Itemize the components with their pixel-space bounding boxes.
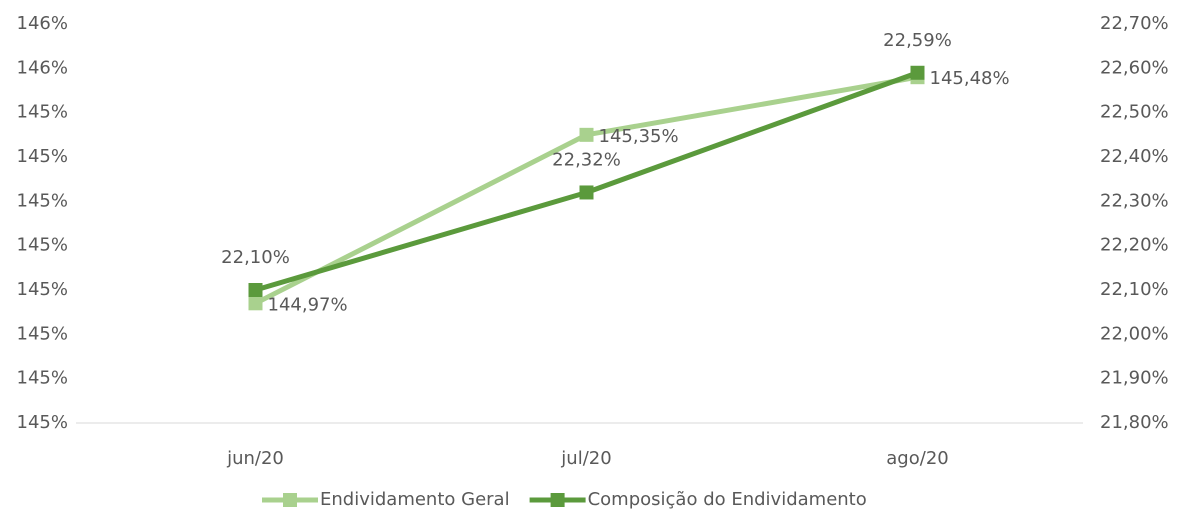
y2-tick-label: 22,70% (1100, 13, 1169, 34)
y-tick-label: 145% (17, 412, 68, 433)
y2-tick-label: 22,00% (1100, 323, 1169, 344)
data-label: 22,10% (221, 247, 290, 268)
y-tick-label: 145% (17, 279, 68, 300)
y2-tick-label: 22,50% (1100, 102, 1169, 123)
legend-marker (550, 493, 565, 507)
y2-tick-label: 21,90% (1100, 368, 1169, 389)
y-tick-label: 145% (17, 323, 68, 344)
point-marker (248, 296, 263, 311)
x-tick-label: ago/20 (886, 448, 948, 469)
data-label: 145,48% (930, 68, 1010, 89)
data-label: 22,32% (552, 149, 621, 170)
series-line (254, 70, 919, 293)
y-tick-label: 145% (17, 190, 68, 211)
x-tick-label: jun/20 (226, 448, 284, 469)
legend-marker (283, 493, 297, 507)
y-tick-label: 145% (17, 102, 68, 123)
y2-tick-label: 22,60% (1100, 57, 1169, 78)
y2-tick-label: 22,10% (1100, 279, 1169, 300)
y2-tick-label: 22,30% (1100, 190, 1169, 211)
point-marker (910, 65, 925, 80)
y-tick-label: 146% (17, 13, 68, 34)
y-tick-label: 145% (17, 368, 68, 389)
y-tick-label: 145% (17, 146, 68, 167)
x-tick-label: jul/20 (560, 448, 611, 469)
point-marker (579, 127, 594, 142)
y2-tick-label: 22,40% (1100, 146, 1169, 167)
data-label: 22,59% (883, 30, 952, 51)
legend-label: Endividamento Geral (320, 489, 510, 510)
data-label: 145,35% (599, 126, 679, 147)
y2-tick-label: 22,20% (1100, 235, 1169, 256)
y2-tick-label: 21,80% (1100, 412, 1169, 433)
y-tick-label: 145% (17, 235, 68, 256)
data-label: 144,97% (268, 294, 348, 315)
y-tick-label: 146% (17, 57, 68, 78)
legend-label: Composição do Endividamento (588, 489, 867, 510)
point-marker (579, 185, 594, 200)
point-marker (248, 283, 263, 297)
